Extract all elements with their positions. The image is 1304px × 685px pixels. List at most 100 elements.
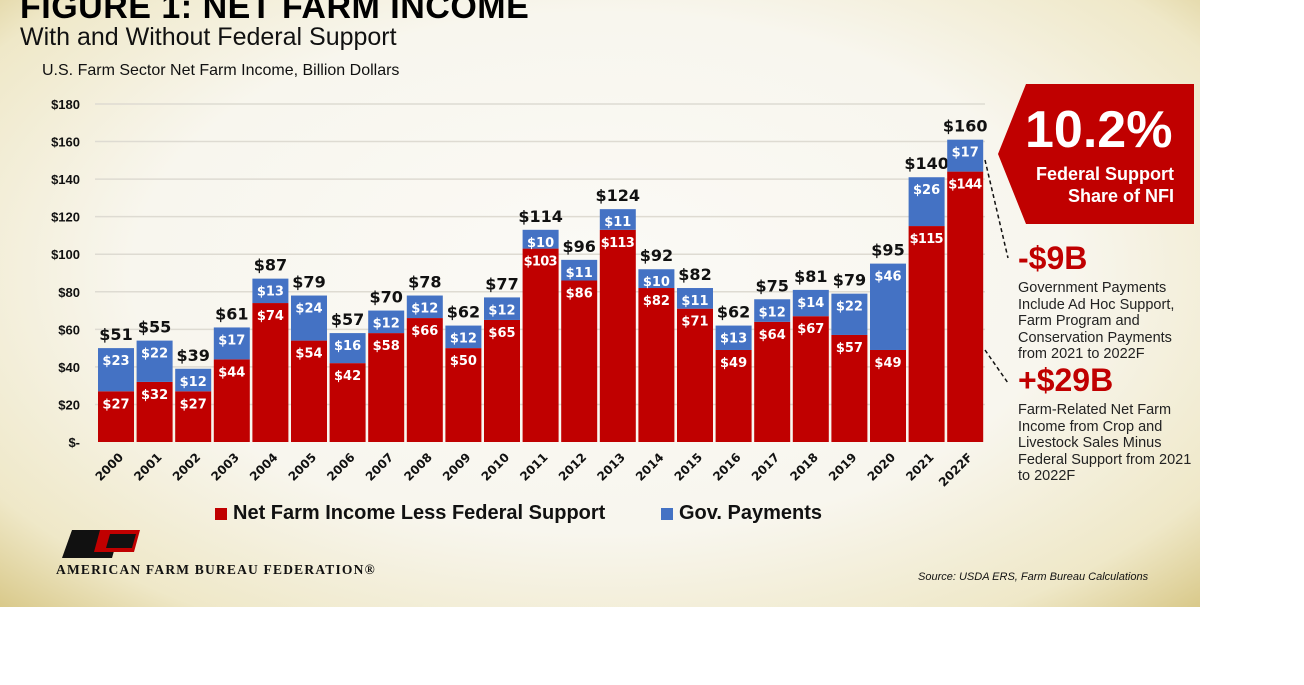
total-label: $77 (485, 274, 518, 293)
data-label: $66 (411, 324, 438, 339)
data-label: $22 (141, 347, 168, 362)
bar-segment-nfi (445, 348, 482, 442)
total-label: $92 (640, 246, 673, 265)
x-tick-label: 2005 (286, 450, 320, 484)
bar-segment-nfi (677, 308, 713, 442)
bar-segment-gov (98, 348, 134, 392)
data-label: $57 (836, 341, 863, 356)
bar-segment-gov (870, 263, 906, 350)
bar-segment-nfi (329, 363, 366, 442)
y-tick-label: $40 (58, 360, 80, 375)
total-label: $95 (871, 241, 904, 260)
bar-segment-gov (638, 269, 675, 289)
annotation-value-2: +$29B (1018, 362, 1114, 398)
source-note: Source: USDA ERS, Farm Bureau Calculatio… (918, 571, 1149, 583)
data-label: $17 (218, 333, 245, 348)
data-label: $14 (797, 296, 824, 311)
bar-segment-gov (754, 299, 791, 322)
data-label: $10 (643, 275, 670, 290)
bar-segment-nfi (252, 303, 289, 442)
data-label: $12 (180, 375, 207, 390)
bar-segment-nfi (715, 349, 752, 442)
y-tick-label: $180 (51, 97, 80, 112)
y-tick-label: $100 (51, 247, 80, 262)
x-tick-label: 2003 (208, 450, 242, 484)
bar-segment-gov (291, 295, 327, 341)
data-label: $26 (913, 183, 940, 198)
bar-segment-gov (406, 295, 443, 319)
unit-label: U.S. Farm Sector Net Farm Income, Billio… (42, 62, 400, 79)
bar-segment-gov (136, 340, 173, 382)
total-label: $96 (562, 237, 595, 256)
data-label: $71 (681, 315, 708, 330)
x-tick-label: 2008 (401, 450, 435, 484)
data-label: $27 (102, 397, 129, 412)
data-label: $12 (488, 303, 515, 318)
data-label: $24 (295, 302, 322, 317)
data-label: $22 (836, 300, 863, 315)
bar-segment-gov (947, 139, 984, 172)
bar-segment-gov (677, 288, 713, 309)
legend-item-gov: Gov. Payments (661, 502, 822, 525)
annotation-text-1: Government Payments Include Ad Hoc Suppo… (1018, 280, 1175, 362)
x-tick-label: 2017 (749, 450, 783, 484)
x-tick-label: 2020 (865, 450, 899, 484)
data-label: $64 (759, 328, 786, 343)
x-tick-label: 2002 (170, 450, 204, 484)
total-label: $140 (904, 154, 949, 173)
y-tick-label: $- (68, 435, 80, 450)
total-label: $39 (176, 346, 209, 365)
total-label: $160 (943, 117, 988, 136)
bar-segment-gov (252, 278, 289, 304)
total-label: $124 (596, 186, 641, 205)
total-label: $70 (369, 288, 402, 307)
data-label: $12 (450, 332, 477, 347)
bar-segment-nfi (792, 316, 829, 442)
total-label: $81 (794, 267, 827, 286)
callout-label: Federal Support Share of NFI (1035, 164, 1174, 206)
data-label: $50 (450, 354, 477, 369)
bar-segment-gov (831, 293, 868, 335)
bar-segment-nfi (599, 229, 636, 442)
total-label: $87 (254, 256, 287, 275)
bar-segment-nfi (406, 318, 443, 442)
bar-segment-nfi (175, 391, 212, 442)
bar-segment-nfi (870, 349, 906, 442)
bar-segment-nfi (291, 340, 327, 442)
total-label: $51 (99, 325, 132, 344)
data-label: $58 (373, 339, 400, 354)
total-label: $78 (408, 273, 441, 292)
data-label: $49 (720, 356, 747, 371)
data-label: $32 (141, 388, 168, 403)
y-tick-label: $140 (51, 172, 80, 187)
legend-swatch-red (215, 507, 227, 520)
y-tick-label: $160 (51, 135, 80, 150)
total-label: $61 (215, 304, 248, 323)
bar-segment-gov (715, 325, 752, 350)
bar-segment-nfi (561, 280, 598, 442)
data-label: $11 (604, 215, 631, 230)
total-label: $62 (717, 303, 750, 322)
stacked-bar-chart: $- $20 $40 $60 $80 $100 $120 $140 $160 $180 $27 $23… (51, 97, 1009, 490)
data-label: $54 (295, 347, 322, 362)
bar-segment-gov (175, 368, 212, 392)
bar-segment-nfi (484, 319, 520, 442)
x-tick-label: 2010 (479, 450, 513, 484)
x-tick-label: 2018 (787, 450, 821, 484)
bar-segment-gov (792, 289, 829, 317)
bar-segment-gov (329, 333, 366, 364)
bar-segment-nfi (754, 321, 791, 442)
bar-segment-nfi (638, 288, 675, 442)
x-tick-label: 2021 (903, 450, 937, 484)
data-label: $49 (874, 356, 901, 371)
bar-segment-nfi (908, 226, 945, 442)
bar-segment-gov (484, 297, 520, 320)
total-label: $75 (755, 276, 788, 295)
bar-segment-nfi (522, 248, 559, 442)
data-label: $42 (334, 369, 361, 384)
y-tick-label: $80 (58, 285, 80, 300)
x-tick-label: 2011 (517, 450, 551, 484)
bar-segment-nfi (98, 391, 134, 442)
x-tick-label: 2012 (556, 450, 590, 484)
legend-label: Gov. Payments (679, 502, 823, 524)
